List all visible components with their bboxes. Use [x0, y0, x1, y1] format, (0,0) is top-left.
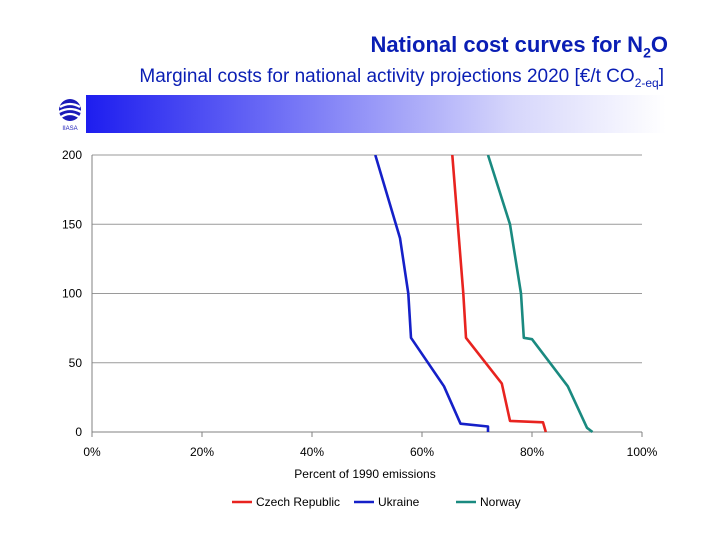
page-subtitle: Marginal costs for national activity pro…	[139, 66, 664, 90]
x-tick-label: 100%	[627, 445, 658, 459]
series-line-czech-republic	[451, 155, 548, 433]
x-tick-label: 60%	[410, 445, 434, 459]
x-tick-label: 20%	[190, 445, 214, 459]
iiasa-logo: IIASA	[54, 95, 86, 133]
legend-label-ukraine: Ukraine	[378, 495, 420, 509]
x-tick-label: 0%	[83, 445, 101, 459]
header-banner: IIASA	[54, 95, 666, 133]
y-tick-label: 0	[75, 425, 82, 439]
svg-text:IIASA: IIASA	[62, 126, 77, 132]
series-line-norway	[486, 155, 594, 434]
x-tick-label: 80%	[520, 445, 544, 459]
x-tick-label: 40%	[300, 445, 324, 459]
y-tick-label: 200	[62, 148, 82, 162]
legend-label-czech-republic: Czech Republic	[256, 495, 340, 509]
legend-label-norway: Norway	[480, 495, 521, 509]
series-line-ukraine	[374, 155, 490, 432]
page-title: National cost curves for N2O	[370, 32, 668, 61]
y-tick-label: 150	[62, 217, 82, 231]
x-axis-label: Percent of 1990 emissions	[294, 467, 435, 481]
y-tick-label: 50	[69, 356, 83, 370]
y-tick-label: 100	[62, 287, 82, 301]
